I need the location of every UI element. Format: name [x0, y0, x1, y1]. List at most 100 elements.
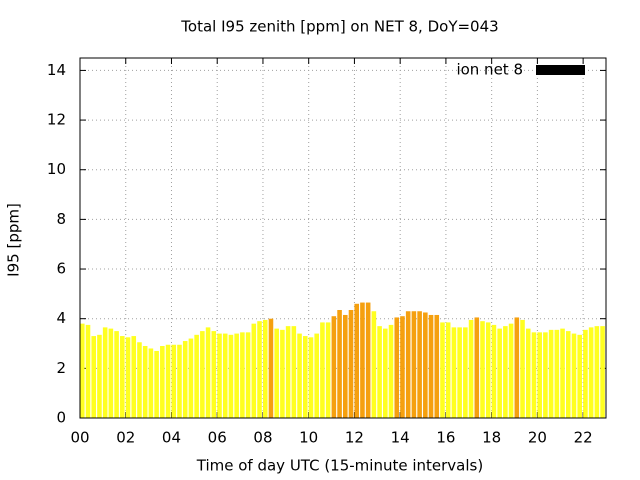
x-tick-label: 02 — [116, 429, 135, 447]
bar — [262, 319, 268, 418]
bar — [463, 327, 468, 418]
bar — [228, 334, 234, 418]
bar — [371, 311, 377, 418]
x-tick-label: 20 — [528, 429, 547, 447]
bar — [205, 327, 211, 418]
bar — [160, 346, 165, 418]
bar — [457, 327, 462, 418]
bar — [428, 314, 434, 418]
bar — [554, 329, 560, 418]
bar — [388, 324, 394, 418]
bar — [325, 322, 331, 418]
chart-title: Total I95 zenith [ppm] on NET 8, DoY=043 — [180, 18, 498, 36]
x-tick-label: 18 — [482, 429, 501, 447]
bar — [343, 314, 348, 418]
bar — [97, 334, 102, 418]
x-tick-label: 04 — [162, 429, 181, 447]
bar — [565, 331, 571, 418]
bar — [154, 350, 159, 418]
bar — [405, 311, 411, 418]
bar — [137, 342, 142, 418]
bar — [394, 317, 400, 418]
y-tick-label: 14 — [47, 61, 66, 79]
x-tick-label: 16 — [436, 429, 455, 447]
bar — [354, 303, 360, 418]
bar — [131, 336, 137, 418]
bar — [365, 302, 371, 418]
bar — [348, 310, 354, 418]
bar — [165, 344, 171, 418]
bar — [468, 319, 474, 418]
bar — [383, 328, 388, 418]
x-tick-label: 22 — [574, 429, 593, 447]
bar — [571, 333, 577, 418]
bar — [337, 310, 342, 418]
bar — [148, 348, 154, 418]
bar — [514, 317, 520, 418]
bar — [525, 328, 531, 418]
bar — [80, 323, 85, 418]
bar — [314, 333, 319, 418]
y-tick-label: 4 — [56, 309, 66, 327]
bar — [120, 336, 125, 418]
bar — [411, 311, 417, 418]
bar — [234, 333, 239, 418]
bar — [217, 333, 222, 418]
bar — [171, 344, 177, 418]
bar — [251, 323, 257, 418]
bar — [182, 341, 188, 418]
bar — [560, 328, 565, 418]
bar — [445, 322, 451, 418]
bar — [543, 332, 548, 418]
bar — [125, 337, 131, 418]
x-tick-label: 12 — [345, 429, 364, 447]
bar — [245, 332, 251, 418]
bar — [531, 332, 537, 418]
bar — [114, 331, 119, 418]
x-tick-label: 06 — [208, 429, 227, 447]
bar — [577, 334, 582, 418]
bar — [200, 331, 205, 418]
bar — [308, 337, 314, 418]
bar — [480, 321, 485, 418]
bar — [594, 326, 600, 418]
bar — [240, 332, 245, 418]
y-axis-label: I95 [ppm] — [5, 203, 23, 277]
x-tick-label: 10 — [299, 429, 318, 447]
bar — [211, 331, 217, 418]
bar — [285, 326, 291, 418]
bar — [537, 332, 542, 418]
bar — [491, 324, 497, 418]
bar — [583, 329, 588, 418]
bar — [194, 334, 199, 418]
bar — [320, 322, 325, 418]
plot-frame — [79, 57, 607, 419]
y-tick-label: 0 — [56, 409, 66, 427]
bar — [474, 317, 480, 418]
bar — [451, 327, 457, 418]
y-tick-label: 8 — [56, 210, 66, 228]
bar — [291, 326, 297, 418]
y-tick-label: 2 — [56, 359, 66, 377]
bar — [331, 316, 337, 418]
bar — [280, 329, 285, 418]
bar — [377, 326, 382, 418]
bar — [417, 311, 422, 418]
bar — [508, 323, 514, 418]
bar — [91, 336, 97, 418]
bar — [440, 322, 445, 418]
bar — [434, 314, 440, 418]
x-tick-label: 08 — [253, 429, 272, 447]
legend-swatch — [536, 65, 585, 75]
bar — [177, 344, 182, 418]
bar — [222, 333, 228, 418]
bar — [548, 329, 554, 418]
bar — [188, 338, 194, 418]
bar — [360, 302, 365, 418]
bar — [85, 324, 91, 418]
bar — [485, 322, 491, 418]
bar — [600, 326, 605, 418]
bar — [142, 346, 148, 418]
bar — [588, 327, 594, 418]
